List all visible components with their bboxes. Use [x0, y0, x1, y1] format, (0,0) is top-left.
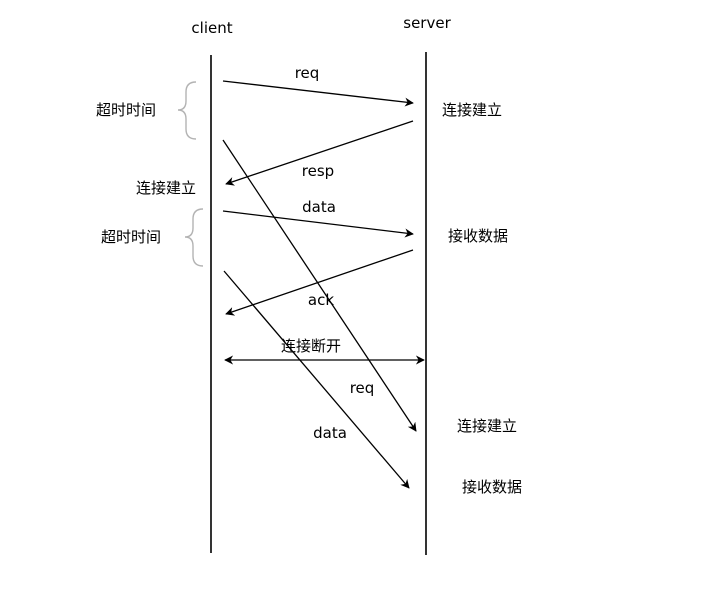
data-arrow-1	[222, 210, 414, 238]
ack-label: ack	[307, 291, 335, 309]
req-arrow-2	[222, 139, 417, 432]
timeout-brace-2	[184, 208, 204, 267]
timeout-label-2: 超时时间	[100, 228, 162, 246]
client-connected-label: 连接建立	[135, 179, 197, 197]
resp-label: resp	[301, 162, 335, 180]
timeout-label-1: 超时时间	[95, 101, 157, 119]
server-received-label-1: 接收数据	[447, 227, 509, 245]
server-connected-label-1: 连接建立	[441, 101, 503, 119]
req-label-2: req	[349, 379, 375, 397]
server-received-label-2: 接收数据	[461, 478, 523, 496]
resp-arrow	[225, 120, 414, 186]
client-label: client	[191, 19, 233, 37]
data-label-1: data	[302, 198, 336, 216]
req-arrow-1	[222, 80, 414, 107]
data-arrow-2	[223, 270, 410, 489]
disconnect-label: 连接断开	[280, 337, 342, 355]
ack-arrow	[225, 249, 414, 316]
data-label-2: data	[313, 424, 347, 442]
server-label: server	[403, 14, 451, 32]
server-connected-label-2: 连接建立	[456, 417, 518, 435]
timeout-brace-1	[177, 81, 197, 140]
req-label-1: req	[294, 64, 320, 82]
